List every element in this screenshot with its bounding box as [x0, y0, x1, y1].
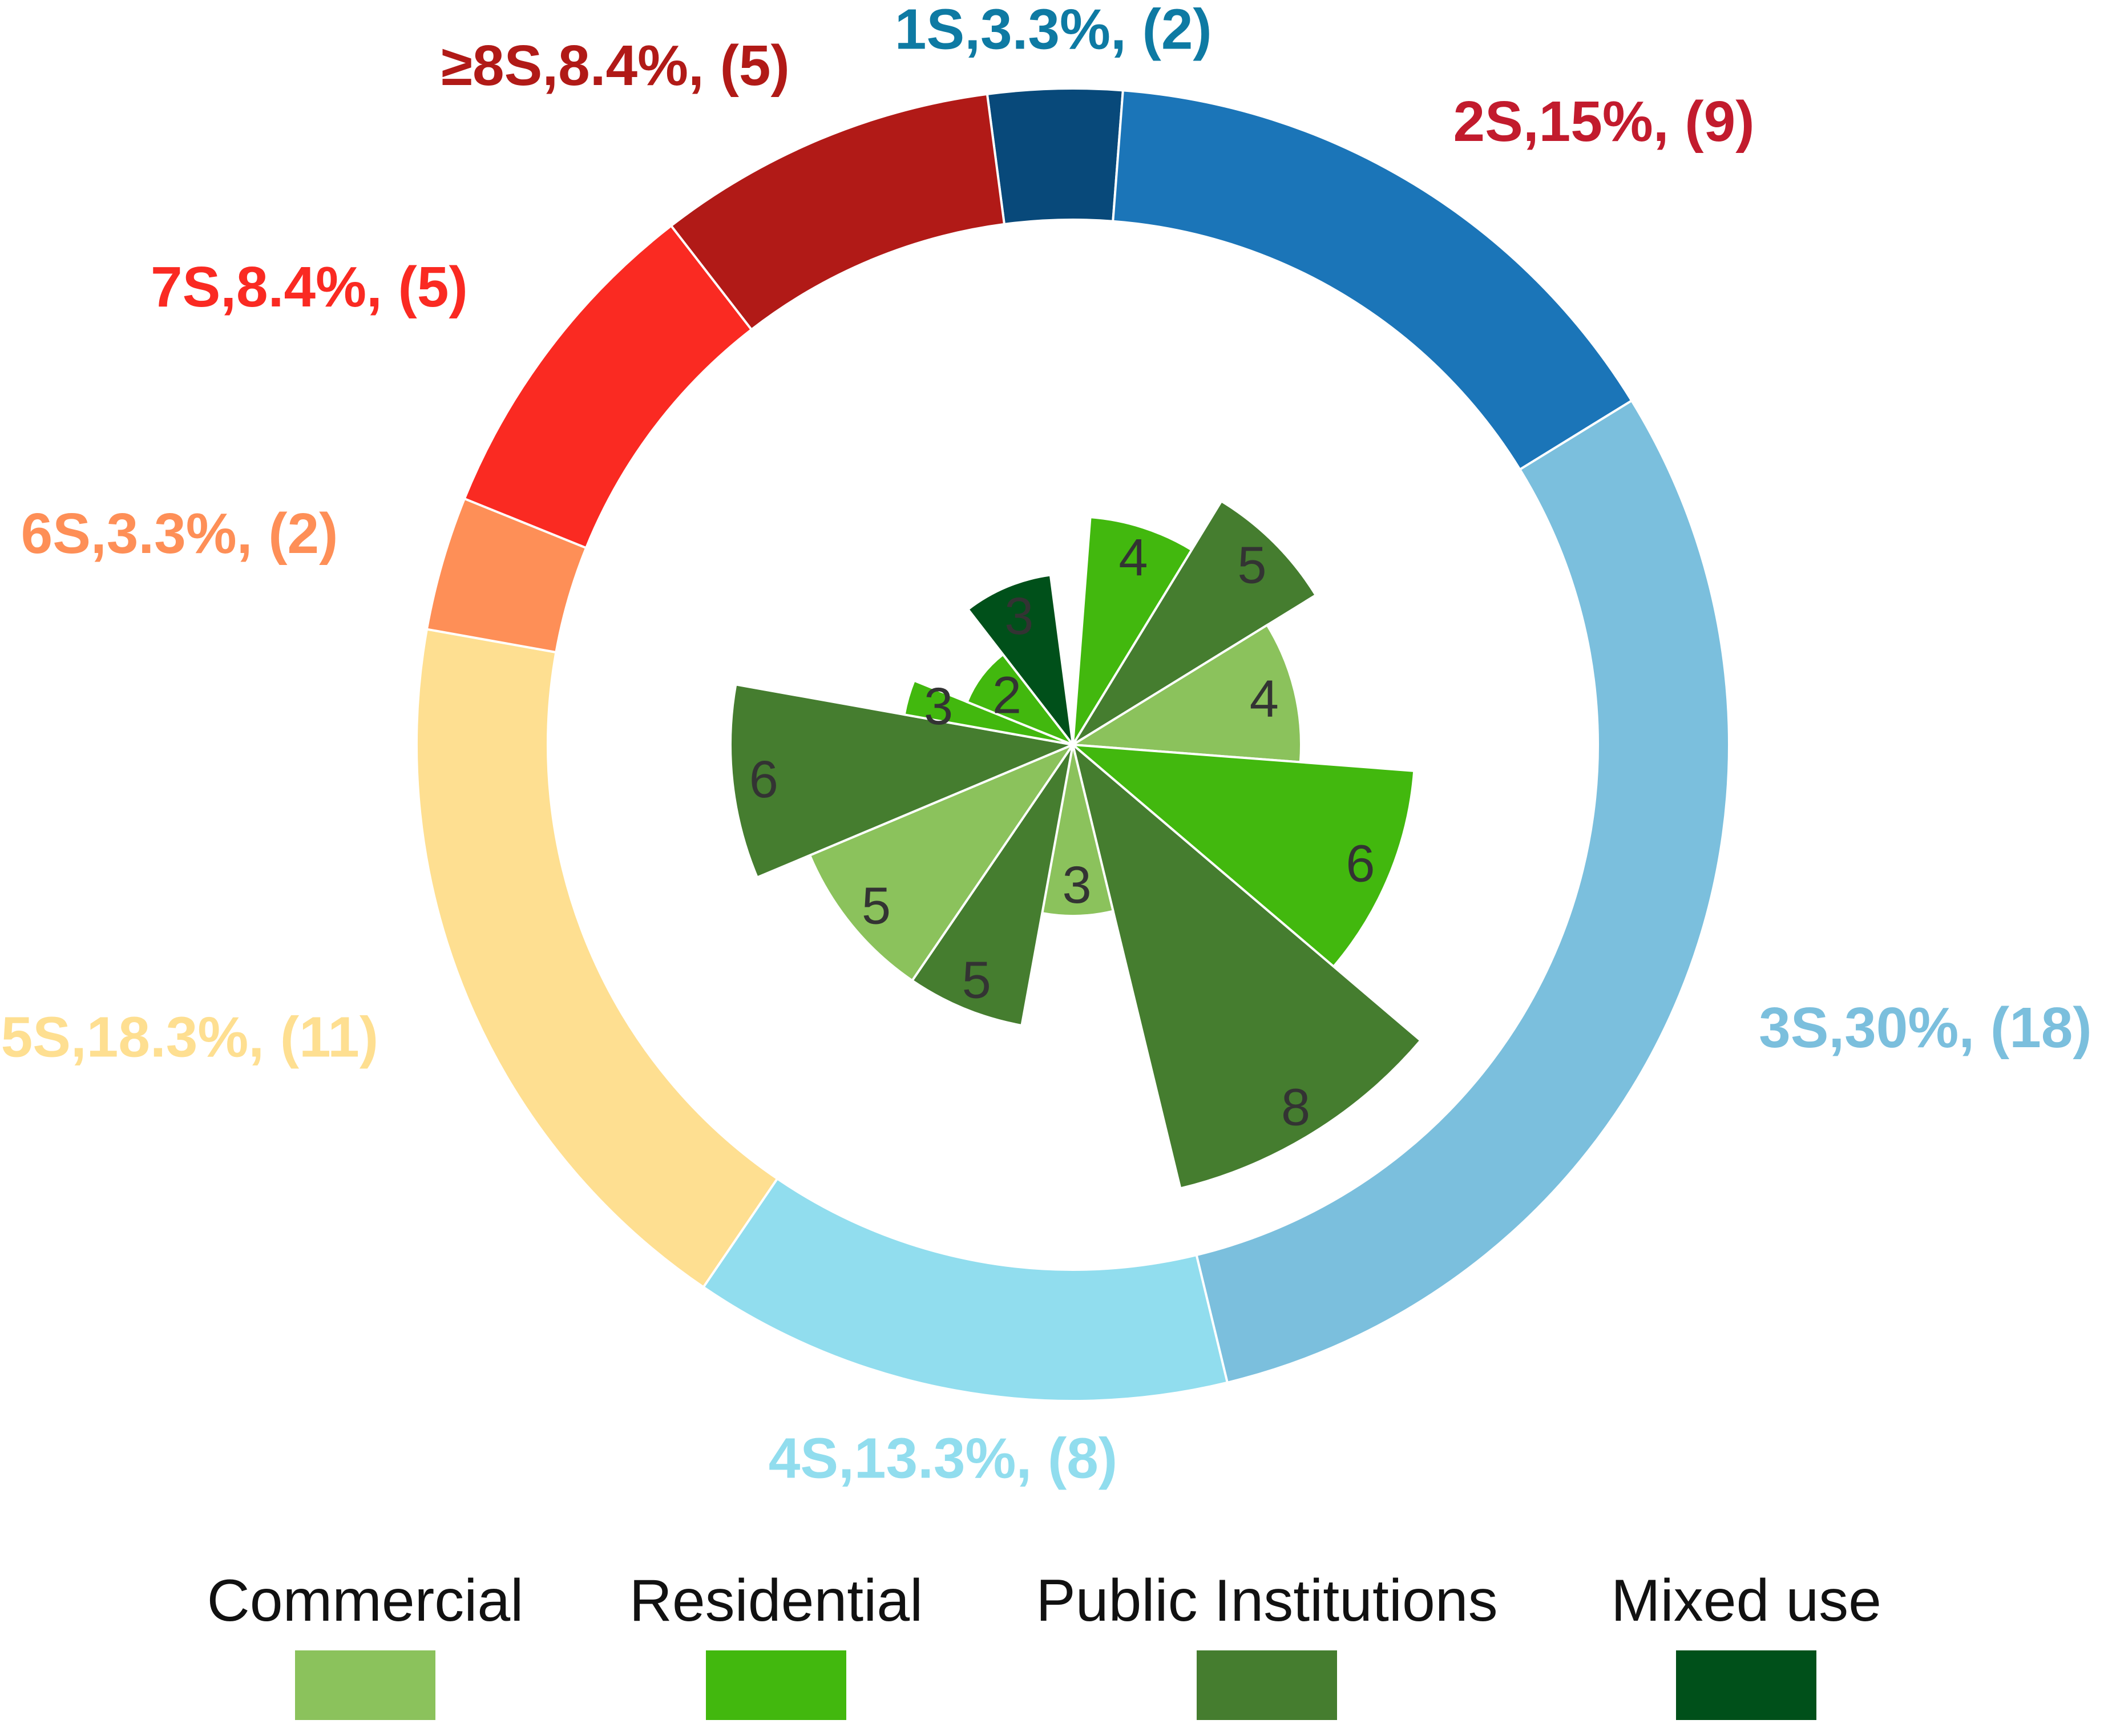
inner-petals — [729, 499, 1423, 1190]
ring-segment-ge8s — [669, 92, 1006, 332]
ring-segment-4s — [701, 1177, 1229, 1402]
petal-value-3s-public-institutions: 8 — [1281, 1078, 1310, 1136]
petal-value-7s-residential: 2 — [992, 666, 1021, 724]
ring-label-6s: 6S,3.3%, (2) — [21, 502, 338, 566]
petal-value-4s-commercial: 3 — [1062, 856, 1091, 914]
legend-swatch-residential — [706, 1650, 846, 1720]
petal-7s-residential — [965, 653, 1077, 748]
ring-segment-3s — [1195, 399, 1730, 1384]
legend-label-commercial: Commercial — [207, 1568, 524, 1634]
ring-label-3s: 3S,30%, (18) — [1759, 996, 2092, 1060]
ring-label-7s: 7S,8.4%, (5) — [151, 255, 468, 319]
ring-segment-5s — [415, 628, 779, 1289]
legend-swatch-public-institutions — [1197, 1650, 1337, 1720]
legend: Commercial Residential Public Institutions… — [207, 1568, 1881, 1720]
petal-3s-commercial — [1069, 623, 1302, 764]
petal-2s-public-institutions — [1072, 499, 1318, 746]
petal-4s-commercial — [1040, 744, 1115, 917]
ring-label-4s: 4S,13.3%, (8) — [769, 1426, 1117, 1490]
petal-value-4s-public-institutions: 5 — [962, 951, 991, 1010]
petal-3s-public-institutions — [1071, 741, 1423, 1190]
petal-value-5s-public-institutions: 6 — [749, 750, 778, 809]
petal-value-5s-commercial: 5 — [862, 877, 891, 935]
legend-label-mixed-use: Mixed use — [1611, 1568, 1881, 1634]
outer-ring — [415, 87, 1730, 1402]
petal-value-2s-residential: 4 — [1118, 529, 1148, 587]
petal-value-3s-residential: 6 — [1346, 835, 1375, 893]
petal-ge8s-mixed-use — [966, 574, 1075, 749]
petal-2s-residential — [1072, 516, 1194, 746]
ring-label-1s: 1S,3.3%, (2) — [895, 0, 1212, 61]
ring-label-ge8s: ≥8S,8.4%, (5) — [441, 34, 790, 98]
petal-value-6s-residential: 3 — [924, 677, 953, 736]
legend-swatch-commercial — [295, 1650, 435, 1720]
outer-ring-labels: 1S,3.3%, (2) 2S,15%, (9) 3S,30%, (18) 4S,13… — [1, 0, 2092, 1490]
petal-value-ge8s-mixed-use: 3 — [1004, 587, 1033, 645]
petal-value-2s-public-institutions: 5 — [1237, 536, 1266, 595]
legend-swatch-mixed-use — [1676, 1650, 1816, 1720]
ring-segment-1s — [986, 87, 1124, 226]
petal-3s-residential — [1069, 743, 1416, 968]
petal-value-3s-commercial: 4 — [1250, 670, 1279, 728]
ring-label-5s: 5S,18.3%, (11) — [1, 1006, 379, 1069]
petal-5s-commercial — [808, 742, 1076, 983]
legend-label-residential: Residential — [629, 1568, 923, 1634]
petal-4s-public-institutions — [910, 744, 1074, 1027]
petal-5s-public-institutions — [729, 683, 1077, 879]
legend-label-public-institutions: Public Institutions — [1036, 1568, 1497, 1634]
ring-label-2s: 2S,15%, (9) — [1453, 90, 1755, 154]
